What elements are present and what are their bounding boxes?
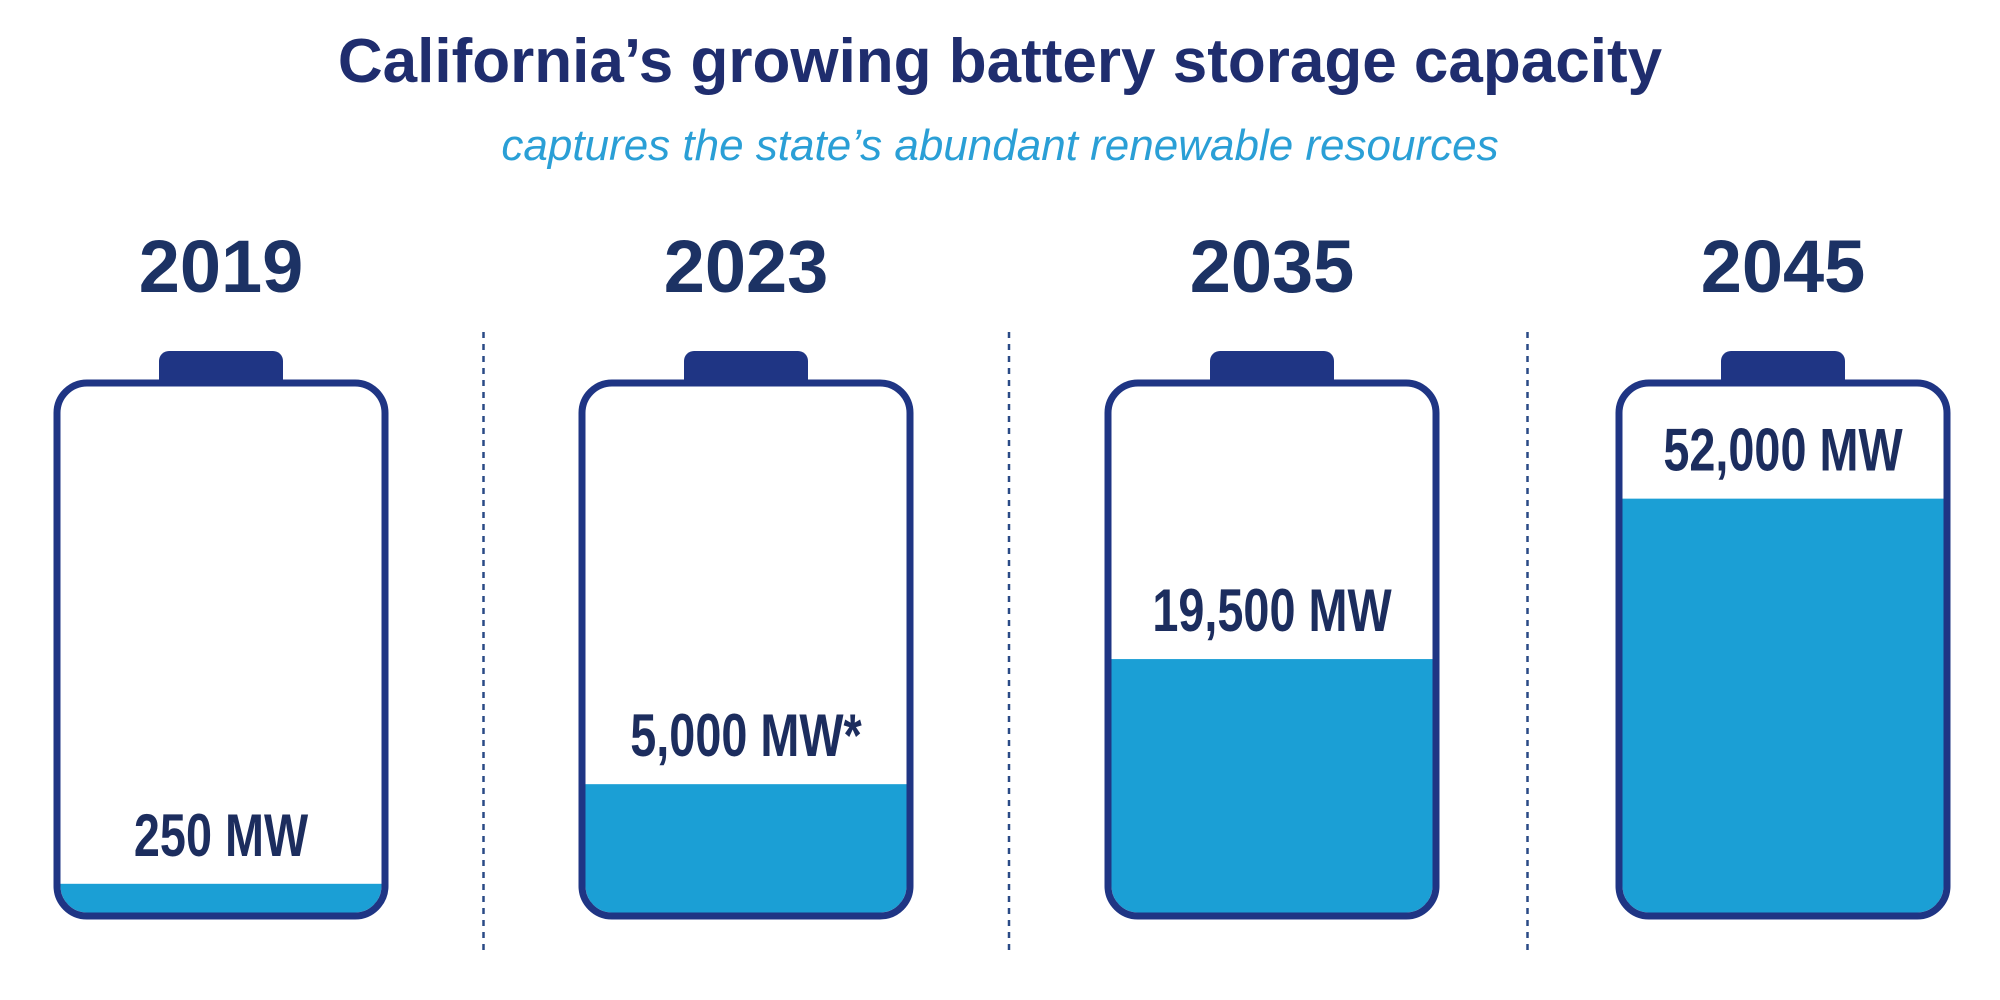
battery-body [582, 383, 910, 916]
battery-body [57, 383, 385, 916]
value-label: 5,000 MW* [630, 703, 862, 770]
year-label: 2035 [1190, 225, 1355, 308]
battery-fill [1111, 659, 1433, 913]
value-label: 52,000 MW [1663, 417, 1902, 484]
year-label: 2023 [664, 225, 829, 308]
chart-title: California’s growing battery storage cap… [338, 27, 1663, 96]
value-label: 19,500 MW [1152, 578, 1391, 645]
battery-fill [585, 784, 907, 913]
value-label: 250 MW [134, 802, 308, 869]
battery-fill [60, 883, 382, 913]
battery-fill [1622, 498, 1944, 913]
year-label: 2045 [1701, 225, 1866, 308]
chart-subtitle: captures the state’s abundant renewable … [501, 121, 1498, 170]
year-label: 2019 [139, 225, 304, 308]
battery-outline [578, 379, 914, 920]
battery-outline [1104, 379, 1440, 920]
battery-outline [1615, 379, 1951, 920]
battery-outline [53, 379, 389, 920]
